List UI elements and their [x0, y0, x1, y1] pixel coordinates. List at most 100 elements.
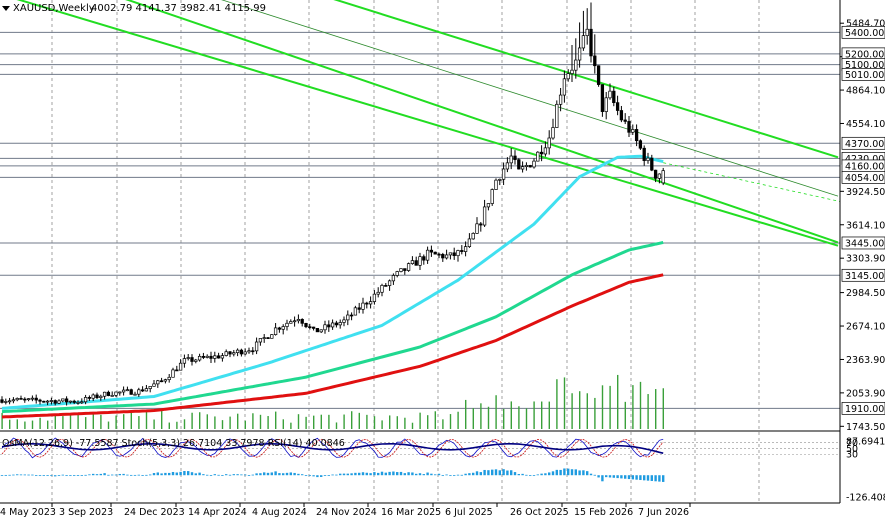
candle-body — [357, 307, 361, 310]
indicator-label: OsMA(12,26,9) -77.5587 Stoch(5,3,3) 26.7… — [2, 438, 345, 449]
candle-body — [334, 322, 339, 326]
candle-body — [501, 168, 506, 180]
osma-bar — [103, 473, 106, 476]
candle-body — [479, 223, 483, 226]
volume-layer — [1, 374, 664, 429]
osma-bar — [339, 473, 342, 476]
volume-bar — [267, 416, 269, 429]
chart-header: XAUUSD,Weekly 4002.79 4141.37 3982.41 41… — [2, 3, 266, 14]
osma-bar — [92, 473, 95, 476]
osma-bar — [183, 470, 186, 476]
candle-body — [395, 271, 399, 276]
osma-bar — [453, 475, 456, 477]
volume-bar — [320, 414, 322, 429]
osma-bar — [650, 475, 653, 481]
candle-body — [505, 162, 510, 170]
osma-bar — [646, 475, 650, 481]
candle-body — [615, 102, 620, 111]
candle-body — [152, 383, 156, 387]
candle-body — [600, 84, 605, 112]
candle-body — [425, 249, 430, 261]
candle-body — [80, 401, 84, 404]
osma-bar — [4, 474, 7, 476]
candle-body — [342, 319, 346, 323]
volume-bar — [85, 417, 87, 429]
volume-bar — [434, 411, 436, 429]
volume-bar — [282, 419, 284, 429]
candle-body — [148, 385, 152, 389]
volume-bar — [221, 420, 224, 429]
candles-layer — [0, 2, 665, 406]
candle-body — [224, 351, 228, 356]
indicator-scale-label: 30 — [846, 450, 858, 461]
osma-bar — [12, 474, 15, 476]
candle-body — [106, 391, 111, 396]
candle-body — [570, 69, 574, 74]
candle-body — [258, 338, 263, 343]
osma-bar — [540, 473, 543, 476]
osma-bar — [99, 473, 102, 476]
volume-bar — [297, 414, 300, 429]
candle-body — [463, 246, 468, 252]
symbol-label: XAUUSD,Weekly — [13, 3, 95, 14]
volume-bar — [594, 397, 596, 429]
osma-bar — [202, 474, 205, 476]
candle-body — [175, 369, 179, 372]
moving-average-line — [1, 273, 664, 419]
volume-bar — [138, 416, 140, 429]
osma-bar — [449, 475, 452, 477]
osma-bar — [133, 474, 137, 476]
osma-bar — [430, 473, 433, 476]
osma-bar — [270, 472, 273, 476]
volume-bar — [411, 422, 414, 429]
volume-bar — [191, 412, 193, 429]
osma-bar — [206, 474, 209, 476]
level-price-label: 5100.00 — [845, 60, 884, 71]
osma-bar — [346, 473, 349, 476]
osma-bar — [194, 473, 197, 476]
osma-bar — [42, 475, 45, 477]
osma-bar — [434, 474, 437, 476]
volume-bar — [533, 401, 535, 429]
osma-bar — [145, 474, 148, 476]
candle-body — [448, 252, 453, 256]
osma-bar — [266, 472, 270, 476]
candle-body — [589, 28, 593, 57]
osma-bar — [384, 472, 387, 476]
volume-bar — [556, 379, 558, 429]
volume-bar — [206, 414, 208, 429]
candle-body — [323, 324, 327, 331]
candle-body — [482, 206, 487, 226]
time-tick-label: 26 Oct 2025 — [510, 507, 569, 518]
osma-bar — [350, 473, 353, 476]
candle-body — [34, 397, 38, 401]
price-tick-label: 4554.10 — [846, 119, 885, 130]
volume-bar — [548, 401, 550, 429]
volume-bar — [100, 414, 102, 429]
candle-body — [254, 341, 259, 352]
volume-bar — [373, 416, 376, 429]
candle-body — [64, 398, 69, 403]
osma-bar — [0, 475, 4, 477]
osma-bar — [529, 475, 532, 477]
candle-body — [11, 399, 16, 402]
osma-bar — [259, 473, 262, 476]
candle-body — [494, 179, 498, 190]
candle-body — [26, 398, 31, 401]
osma-bar — [521, 473, 524, 476]
candle-body — [171, 369, 175, 378]
chart-menu-arrow-icon[interactable] — [2, 6, 10, 11]
price-tick-label: 2053.90 — [846, 388, 885, 399]
osma-bar — [84, 474, 87, 476]
volume-bar — [609, 385, 611, 429]
channel-line — [125, 0, 839, 244]
volume-bar — [290, 422, 292, 429]
osma-bar — [392, 471, 395, 476]
candle-body — [547, 137, 551, 149]
indicator-scale-label: 50 — [846, 444, 858, 455]
candle-body — [524, 165, 529, 167]
volume-bar — [229, 416, 231, 429]
osma-bar — [228, 474, 232, 476]
price-tick-label: 3614.10 — [846, 220, 885, 231]
